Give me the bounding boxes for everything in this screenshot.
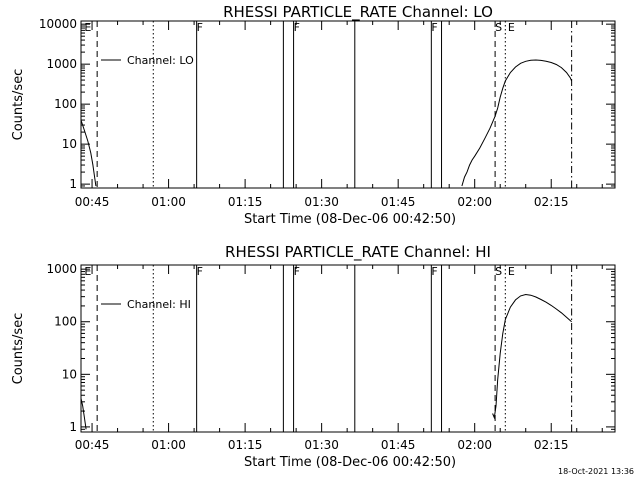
- x-axis-label: Start Time (08-Dec-06 00:42:50): [244, 455, 456, 470]
- series-line: [492, 293, 572, 420]
- x-tick-label: 00:45: [75, 195, 110, 209]
- x-tick-label: 01:15: [228, 438, 263, 452]
- x-tick-label: 01:45: [381, 438, 416, 452]
- chart-panel: RHESSI PARTICLE_RATE Channel: LO Counts/s…: [11, 3, 616, 227]
- x-tick-label: 01:30: [304, 195, 339, 209]
- flag-label: F: [294, 21, 300, 34]
- x-tick-label: 02:00: [457, 195, 492, 209]
- y-tick-label: 1000: [46, 262, 77, 276]
- flag-label: S: [495, 21, 502, 34]
- y-tick-label: 10000: [39, 17, 77, 31]
- chart-panel: RHESSI PARTICLE_RATE Channel: HI Counts/s…: [11, 243, 616, 470]
- y-axis-label: Counts/sec: [11, 69, 26, 141]
- y-tick-label: 1: [69, 177, 77, 191]
- x-tick-label: 01:00: [151, 438, 186, 452]
- y-tick-label: 100: [54, 315, 77, 329]
- series-line: [461, 59, 573, 187]
- flag-label: E: [84, 265, 91, 278]
- x-tick-label: 02:15: [534, 438, 569, 452]
- flag-label: F: [294, 265, 300, 278]
- flag-label: S: [495, 265, 502, 278]
- series-line: [80, 119, 97, 187]
- flag-label: F: [197, 265, 203, 278]
- series-line: [80, 398, 87, 430]
- flag-label: F: [197, 21, 203, 34]
- legend-label: Channel: LO: [127, 54, 194, 67]
- y-tick-label: 10: [62, 137, 77, 151]
- flag-label: F: [431, 21, 437, 34]
- footer-timestamp: 18-Oct-2021 13:36: [558, 467, 634, 476]
- x-tick-label: 02:15: [534, 195, 569, 209]
- chart-title: RHESSI PARTICLE_RATE Channel: LO: [223, 3, 493, 22]
- x-tick-label: 01:00: [151, 195, 186, 209]
- flag-label: E: [508, 265, 515, 278]
- legend-label: Channel: HI: [127, 298, 191, 311]
- chart-title: RHESSI PARTICLE_RATE Channel: HI: [225, 243, 491, 262]
- flag-label: F: [431, 265, 437, 278]
- x-tick-label: 01:30: [304, 438, 339, 452]
- y-axis-label: Counts/sec: [11, 313, 26, 385]
- y-tick-label: 10: [62, 367, 77, 381]
- flag-label: E: [508, 21, 515, 34]
- y-tick-label: 1: [69, 420, 77, 434]
- x-tick-label: 01:15: [228, 195, 263, 209]
- x-tick-label: 02:00: [457, 438, 492, 452]
- x-axis-label: Start Time (08-Dec-06 00:42:50): [244, 212, 456, 227]
- y-tick-label: 100: [54, 97, 77, 111]
- y-tick-label: 1000: [46, 57, 77, 71]
- x-tick-label: 01:45: [381, 195, 416, 209]
- flag-label: E: [84, 21, 91, 34]
- x-tick-label: 00:45: [75, 438, 110, 452]
- plot-frame: [80, 264, 616, 433]
